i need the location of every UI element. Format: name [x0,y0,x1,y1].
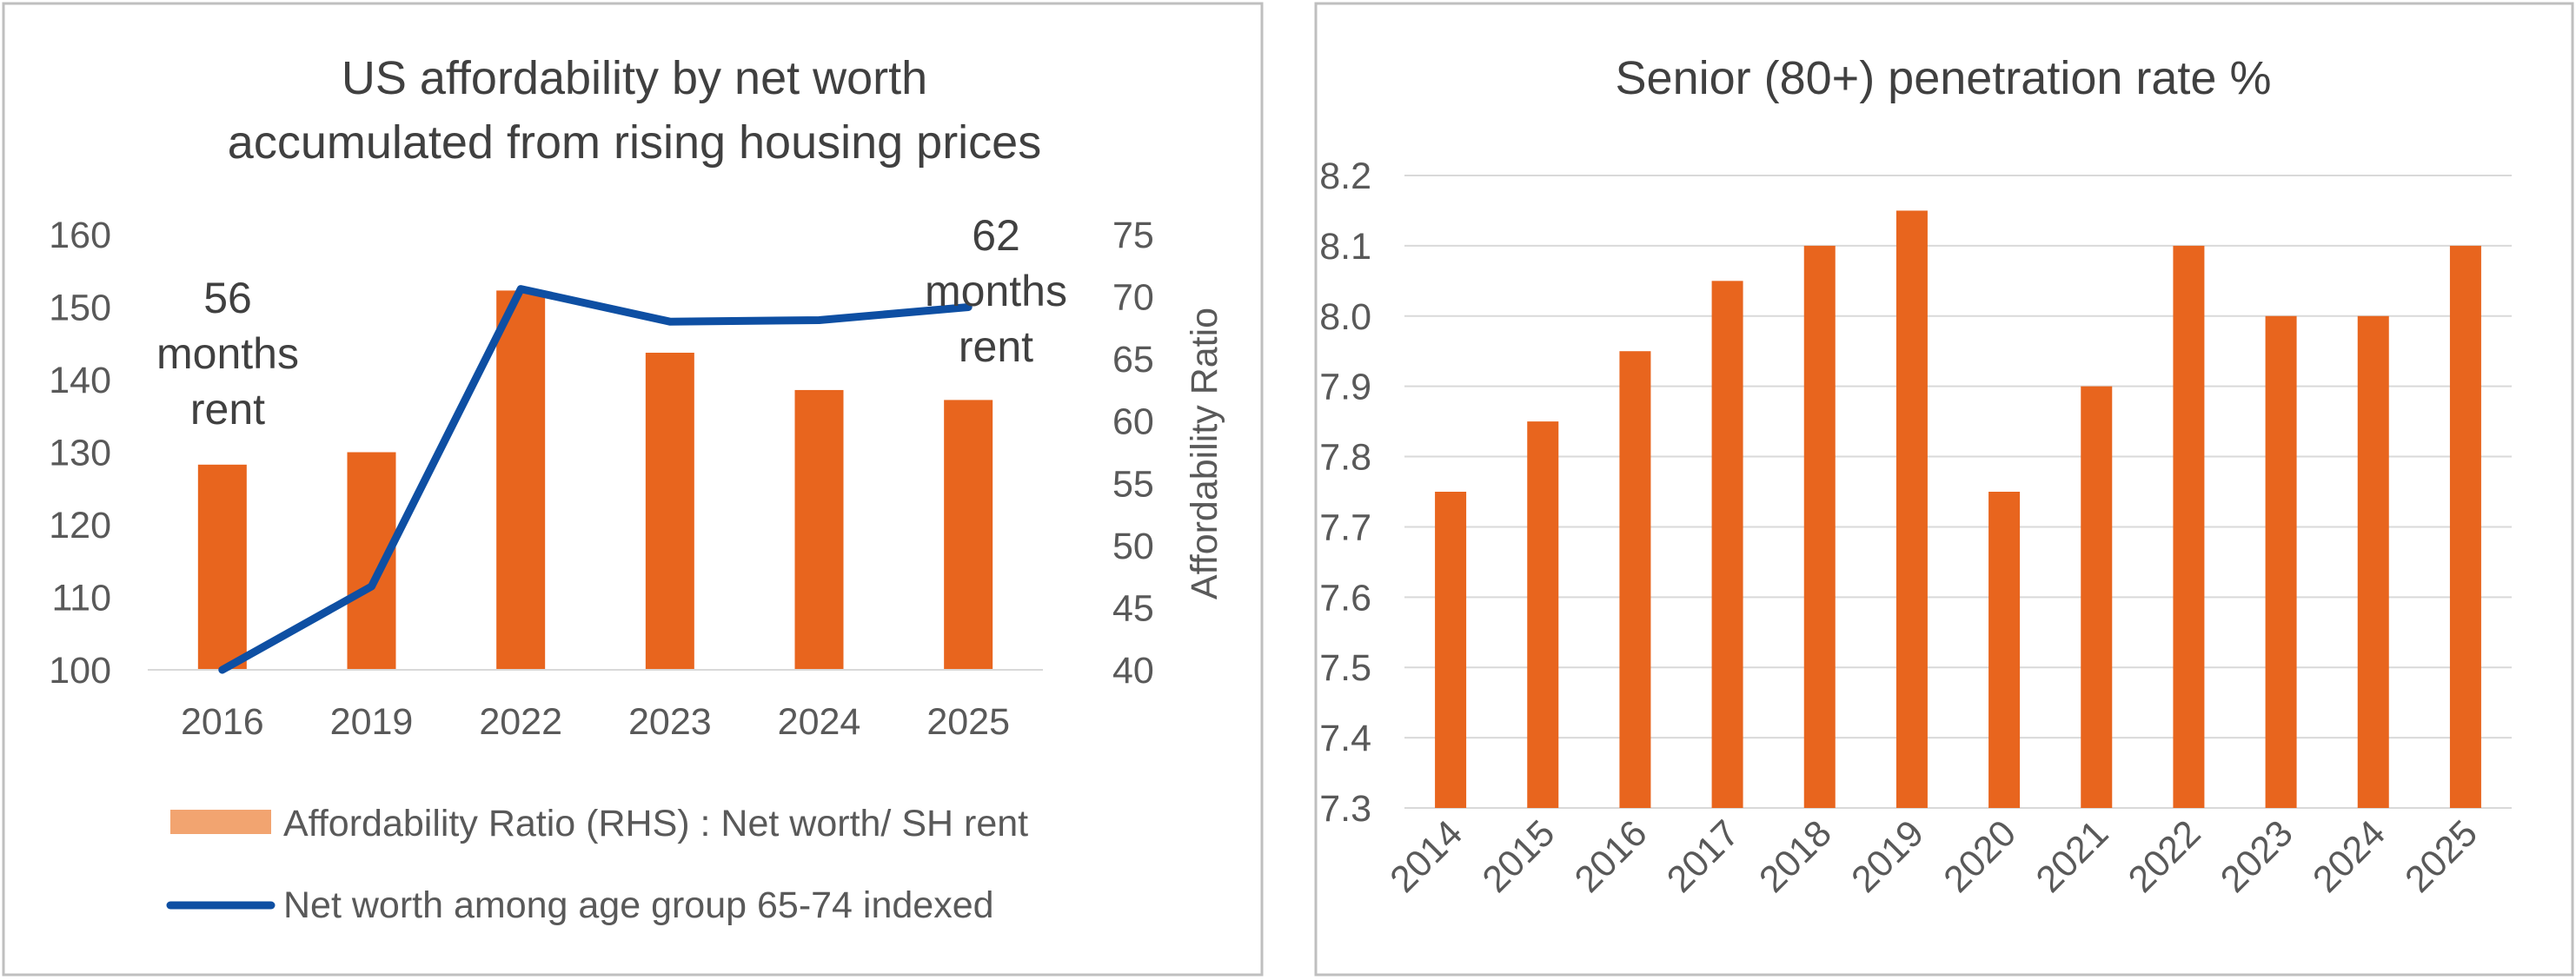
right-axis-tick-55: 55 [1112,463,1154,505]
annotation-62-line-1: 62 [972,211,1020,260]
legend-label-bar: Affordability Ratio (RHS) : Net worth/ S… [283,803,1028,844]
penetration-chart-title: Senior (80+) penetration rate % [1616,52,2272,104]
legend-label-line: Net worth among age group 65-74 indexed [283,884,994,926]
affordability-x-tick-2016: 2016 [181,701,264,743]
right-axis-label: Affordability Ratio [1184,308,1225,599]
annotation-62-line-2: months [925,267,1067,315]
penetration-x-tick-2021: 2021 [2028,812,2117,901]
penetration-x-tick-2015: 2015 [1475,812,1564,901]
affordability-bar-2022 [496,290,546,670]
penetration-y-tick-7.4: 7.4 [1319,718,1371,759]
penetration-x-tick-2017: 2017 [1659,812,1748,901]
affordability-x-axis-ticks: 2016 2019 2022 2023 2024 2025 [181,701,1010,743]
penetration-bar-2016 [1619,351,1651,808]
penetration-y-tick-7.5: 7.5 [1319,647,1371,689]
affordability-x-tick-2025: 2025 [926,701,1010,743]
right-axis-tick-65: 65 [1112,339,1154,381]
left-axis-tick-110: 110 [51,578,111,619]
affordability-x-tick-2022: 2022 [479,701,562,743]
right-axis-tick-45: 45 [1112,587,1154,629]
affordability-chart-title-line-1: US affordability by net worth [342,52,927,104]
affordability-x-tick-2023: 2023 [628,701,712,743]
penetration-y-tick-8.1: 8.1 [1319,226,1371,268]
right-axis-tick-70: 70 [1112,277,1154,319]
affordability-legend: Affordability Ratio (RHS) : Net worth/ S… [166,803,1028,926]
left-axis-ticks: 100 110 120 130 140 150 160 [49,215,111,692]
penetration-x-tick-2022: 2022 [2121,812,2209,901]
legend-swatch-bar [170,810,271,834]
penetration-y-tick-7.8: 7.8 [1319,437,1371,479]
penetration-x-tick-2016: 2016 [1567,812,1656,901]
penetration-bar-2017 [1711,281,1743,808]
penetration-x-tick-2018: 2018 [1751,812,1840,901]
left-axis-tick-120: 120 [49,505,111,546]
penetration-bar-2022 [2173,245,2205,808]
annotation-56-line-3: rent [190,385,265,434]
annotation-62-months-rent: 62 months rent [925,211,1067,371]
penetration-bar-2014 [1435,492,1467,808]
penetration-x-tick-2019: 2019 [1843,812,1932,901]
annotation-56-line-2: months [156,329,299,378]
penetration-bar-2023 [2265,315,2297,808]
penetration-y-tick-7.6: 7.6 [1319,577,1371,619]
penetration-bar-2019 [1895,210,1928,808]
annotation-62-line-3: rent [959,322,1033,371]
right-axis-tick-75: 75 [1112,215,1154,256]
net-worth-line [218,285,973,674]
penetration-x-tick-2014: 2014 [1383,812,1471,901]
left-axis-tick-140: 140 [49,360,111,401]
left-axis-tick-150: 150 [49,288,111,329]
penetration-gridlines [1404,175,2512,809]
left-axis-tick-130: 130 [49,433,111,474]
affordability-bar-2016 [197,464,247,670]
affordability-bar-2024 [794,389,844,670]
penetration-y-tick-8.0: 8.0 [1319,296,1371,338]
penetration-x-tick-2023: 2023 [2213,812,2301,901]
penetration-bars [1435,210,2481,808]
penetration-bar-2015 [1527,421,1559,808]
affordability-chart: US affordability by net worth accumulate… [2,2,1264,977]
affordability-bar-2025 [944,400,993,670]
right-axis-ticks: 40 45 50 55 60 65 70 75 [1112,215,1154,692]
penetration-x-tick-2024: 2024 [2305,812,2393,901]
penetration-y-tick-7.9: 7.9 [1319,367,1371,408]
penetration-bar-2025 [2449,245,2481,808]
penetration-x-tick-2025: 2025 [2397,812,2486,901]
right-axis-tick-60: 60 [1112,401,1154,443]
affordability-x-tick-2024: 2024 [778,701,861,743]
affordability-bar-2023 [645,352,694,670]
right-axis-tick-40: 40 [1112,650,1154,692]
penetration-y-tick-8.2: 8.2 [1319,156,1371,197]
net-worth-line-series [218,285,973,674]
right-axis-tick-50: 50 [1112,526,1154,567]
affordability-chart-title-line-2: accumulated from rising housing prices [228,116,1041,169]
penetration-y-tick-7.3: 7.3 [1319,788,1371,830]
penetration-x-tick-2020: 2020 [1936,812,2025,901]
affordability-bars [197,290,993,670]
penetration-bar-2021 [2081,386,2113,808]
penetration-bar-2020 [1988,492,2021,808]
affordability-x-tick-2019: 2019 [330,701,414,743]
penetration-chart: Senior (80+) penetration rate % 7.37.47.… [1314,2,2574,977]
penetration-bar-2018 [1803,245,1836,808]
affordability-chart-frame [2,2,1264,977]
penetration-y-tick-7.7: 7.7 [1319,507,1371,548]
penetration-x-axis-ticks: 2014 2015 2016 2017 2018 2019 2020 2021 2022 2023… [1383,812,2486,901]
left-axis-tick-160: 160 [49,215,111,256]
annotation-56-line-1: 56 [203,274,252,322]
penetration-bar-2024 [2357,315,2389,808]
penetration-y-axis-ticks: 7.3 7.4 7.5 7.6 7.7 7.8 7.9 8.0 8.1 8.2 [1319,156,1371,830]
penetration-chart-frame [1314,2,2574,977]
left-axis-tick-100: 100 [49,650,111,692]
annotation-56-months-rent: 56 months rent [156,274,299,434]
